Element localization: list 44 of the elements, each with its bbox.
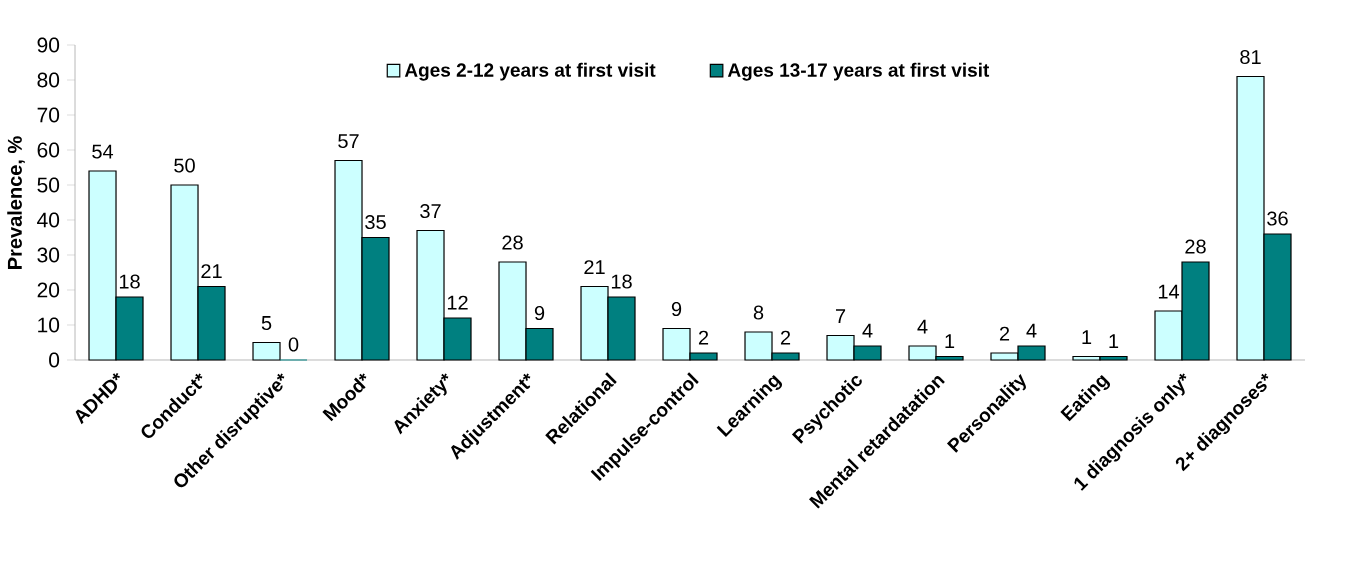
data-label: 50 <box>174 158 195 173</box>
y-tick-label: 40 <box>37 212 60 228</box>
y-tick-label: 20 <box>37 282 60 298</box>
data-label: 4 <box>917 319 928 334</box>
y-tick-label: 30 <box>37 247 60 263</box>
data-label: 5 <box>261 316 272 331</box>
data-label: 28 <box>502 235 523 250</box>
data-label: 7 <box>835 309 846 324</box>
data-label: 12 <box>447 295 468 310</box>
data-label: 9 <box>671 301 682 317</box>
data-label: 81 <box>1240 49 1261 65</box>
legend-label: Ages 13-17 years at first visit <box>727 62 990 81</box>
y-tick-label: 70 <box>37 107 60 123</box>
data-label: 4 <box>862 323 873 338</box>
data-label: 18 <box>119 274 140 289</box>
data-label: 1 <box>1082 330 1092 345</box>
y-tick-label: 90 <box>37 37 60 53</box>
y-tick-label: 80 <box>37 72 60 88</box>
y-tick-label: 60 <box>37 142 60 158</box>
y-tick-label: 50 <box>37 177 60 193</box>
data-label: 2 <box>999 326 1010 341</box>
data-label: 14 <box>1158 284 1180 299</box>
bar <box>252 341 281 361</box>
data-label: 1 <box>945 334 955 349</box>
y-tick-label: 10 <box>38 317 60 333</box>
data-label: 0 <box>288 337 299 352</box>
data-label: 35 <box>365 214 386 230</box>
data-label: 4 <box>1026 323 1037 338</box>
data-label: 54 <box>92 144 114 159</box>
data-label: 1 <box>1109 334 1119 349</box>
data-label: 21 <box>584 260 605 275</box>
data-label: 57 <box>338 134 359 149</box>
data-label: 37 <box>420 203 441 219</box>
data-label: 18 <box>611 274 632 289</box>
y-axis-title: Prevalence, % <box>7 136 25 269</box>
data-label: 28 <box>1185 239 1206 254</box>
legend-label: Ages 2-12 years at first visit <box>404 62 656 81</box>
y-tick-label: 0 <box>49 352 60 368</box>
data-label: 2 <box>780 330 791 345</box>
data-label: 8 <box>753 305 764 320</box>
data-label: 2 <box>698 330 709 345</box>
data-label: 21 <box>201 264 222 279</box>
data-label: 36 <box>1267 211 1288 226</box>
data-label: 9 <box>534 305 545 321</box>
